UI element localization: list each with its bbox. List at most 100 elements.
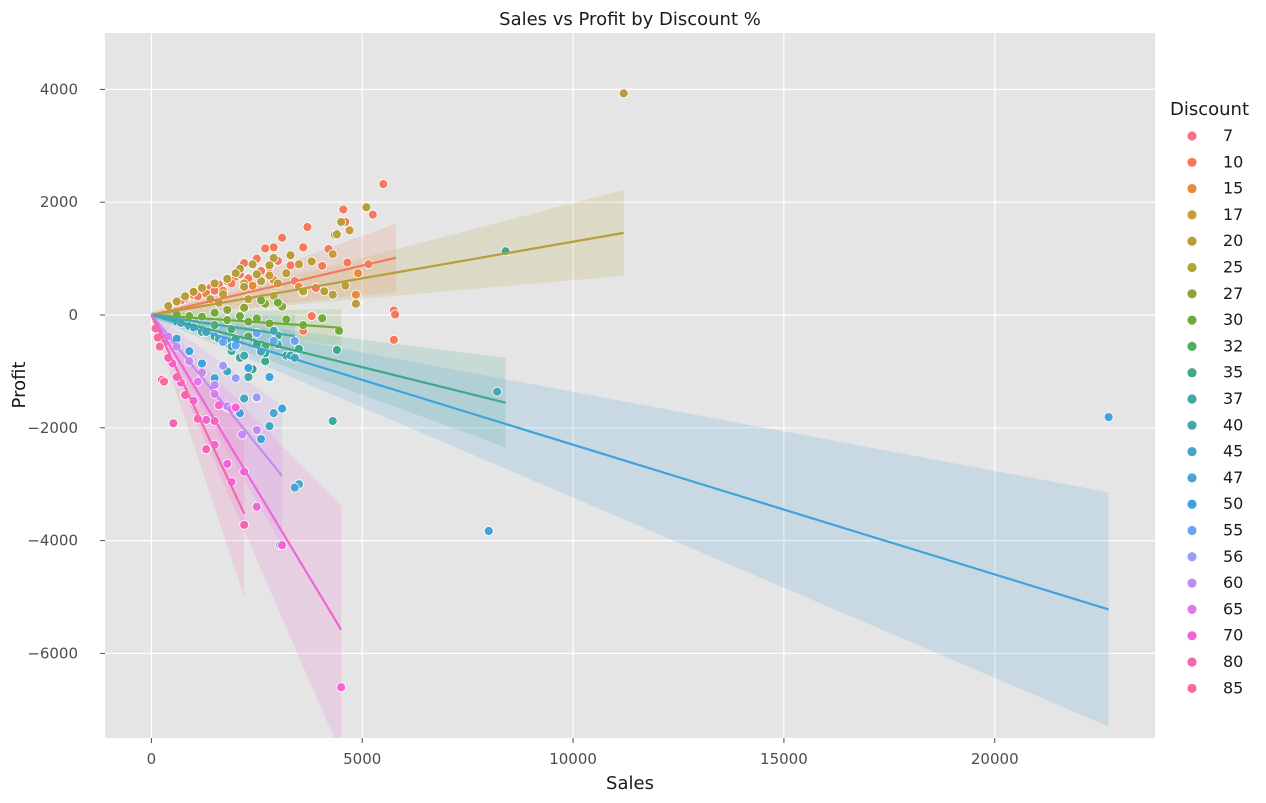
legend-marker-30 [1186, 314, 1198, 326]
data-point-20 [163, 301, 174, 311]
plot-area [105, 33, 1155, 738]
y-tick-label: 0 [68, 306, 78, 324]
data-point-10 [378, 179, 389, 190]
data-point-50 [483, 526, 494, 536]
legend-marker-20 [1186, 235, 1198, 247]
legend-label-20: 20 [1223, 231, 1243, 250]
data-point-37 [243, 372, 254, 382]
legend-label-7: 7 [1223, 126, 1233, 145]
data-point-27 [222, 305, 233, 315]
legend-label-56: 56 [1223, 547, 1243, 566]
data-point-70 [277, 540, 288, 551]
data-point-30 [281, 314, 292, 325]
trend-line-20 [151, 231, 624, 317]
data-point-70 [230, 402, 241, 413]
trend-line-35 [151, 313, 506, 404]
data-point-20 [618, 88, 629, 99]
data-point-20 [285, 250, 296, 261]
data-point-56 [218, 360, 228, 371]
legend-marker-7 [1186, 130, 1198, 142]
legend-marker-32 [1186, 340, 1198, 352]
data-point-10 [388, 334, 399, 345]
data-point-20 [281, 268, 292, 279]
data-point-60 [251, 425, 262, 435]
data-point-85 [159, 376, 169, 387]
y-tick-label: −2000 [27, 419, 78, 437]
data-point-20 [251, 269, 262, 280]
data-point-10 [306, 311, 317, 322]
data-point-30 [317, 313, 328, 324]
data-point-30 [272, 297, 283, 308]
data-point-17 [327, 249, 338, 259]
data-point-10 [260, 243, 271, 254]
data-point-20 [230, 268, 241, 279]
data-point-15 [353, 268, 363, 279]
trend-line-70 [150, 314, 343, 631]
data-point-70 [336, 682, 347, 693]
data-point-47 [268, 408, 279, 419]
legend-marker-80 [1186, 656, 1198, 668]
x-tick-label: 15000 [760, 750, 808, 768]
data-point-20 [351, 298, 361, 309]
data-point-10 [338, 204, 349, 215]
y-axis-ticks: −6000 −4000 −2000 0 2000 4000 [27, 80, 105, 662]
data-point-30 [334, 325, 344, 336]
legend-marker-25 [1186, 262, 1198, 273]
legend: Discount 7 10 15 17 20 25 27 30 32 35 37 40 45 47 50 55… [1170, 99, 1249, 697]
data-point-50 [1103, 412, 1114, 422]
data-point-56 [251, 392, 262, 403]
data-point-35 [332, 345, 342, 355]
trend-line-10 [151, 256, 397, 317]
grid [105, 33, 1155, 738]
legend-label-60: 60 [1223, 573, 1243, 592]
trend-line-50 [151, 313, 1109, 611]
data-point-85 [154, 341, 165, 352]
data-point-17 [294, 259, 304, 270]
data-point-30 [197, 311, 207, 322]
legend-label-85: 85 [1223, 678, 1243, 697]
legend-marker-45 [1186, 446, 1198, 458]
legend-marker-40 [1186, 419, 1198, 431]
data-point-30 [235, 311, 245, 322]
legend-label-37: 37 [1223, 389, 1243, 408]
legend-marker-65 [1186, 604, 1198, 615]
legend-label-32: 32 [1223, 336, 1243, 355]
legend-label-35: 35 [1223, 363, 1243, 382]
data-point-27 [239, 302, 250, 313]
data-point-47 [289, 482, 300, 493]
trend-line-40 [151, 313, 295, 338]
legend-label-45: 45 [1223, 442, 1243, 461]
x-axis-label: Sales [606, 773, 654, 794]
data-point-17 [264, 270, 275, 281]
data-point-80 [201, 444, 212, 455]
y-tick-label: 2000 [40, 193, 78, 211]
data-point-10 [342, 257, 353, 268]
data-point-37 [327, 416, 338, 426]
y-tick-label: −6000 [27, 644, 78, 662]
legend-marker-70 [1186, 630, 1198, 642]
trend-line-80 [150, 314, 246, 514]
legend-marker-10 [1186, 156, 1198, 168]
data-point-56 [230, 373, 241, 384]
data-point-20 [209, 278, 220, 289]
data-point-20 [180, 291, 191, 302]
trend-lines [150, 231, 1109, 631]
data-point-20 [197, 283, 207, 293]
data-point-40 [239, 350, 250, 361]
legend-marker-17 [1186, 209, 1198, 221]
data-point-50 [277, 403, 288, 414]
chart-title: Sales vs Profit by Discount % [499, 9, 761, 30]
data-point-10 [390, 309, 401, 320]
data-point-20 [319, 286, 330, 297]
data-point-10 [317, 261, 328, 271]
y-tick-label: 4000 [40, 80, 78, 98]
data-point-70 [251, 501, 262, 512]
data-point-60 [237, 429, 247, 440]
confidence-band-50 [151, 312, 1109, 727]
data-point-50 [184, 346, 195, 356]
data-point-80 [168, 418, 179, 429]
data-point-45 [264, 421, 275, 432]
confidence-band-80 [151, 312, 245, 598]
